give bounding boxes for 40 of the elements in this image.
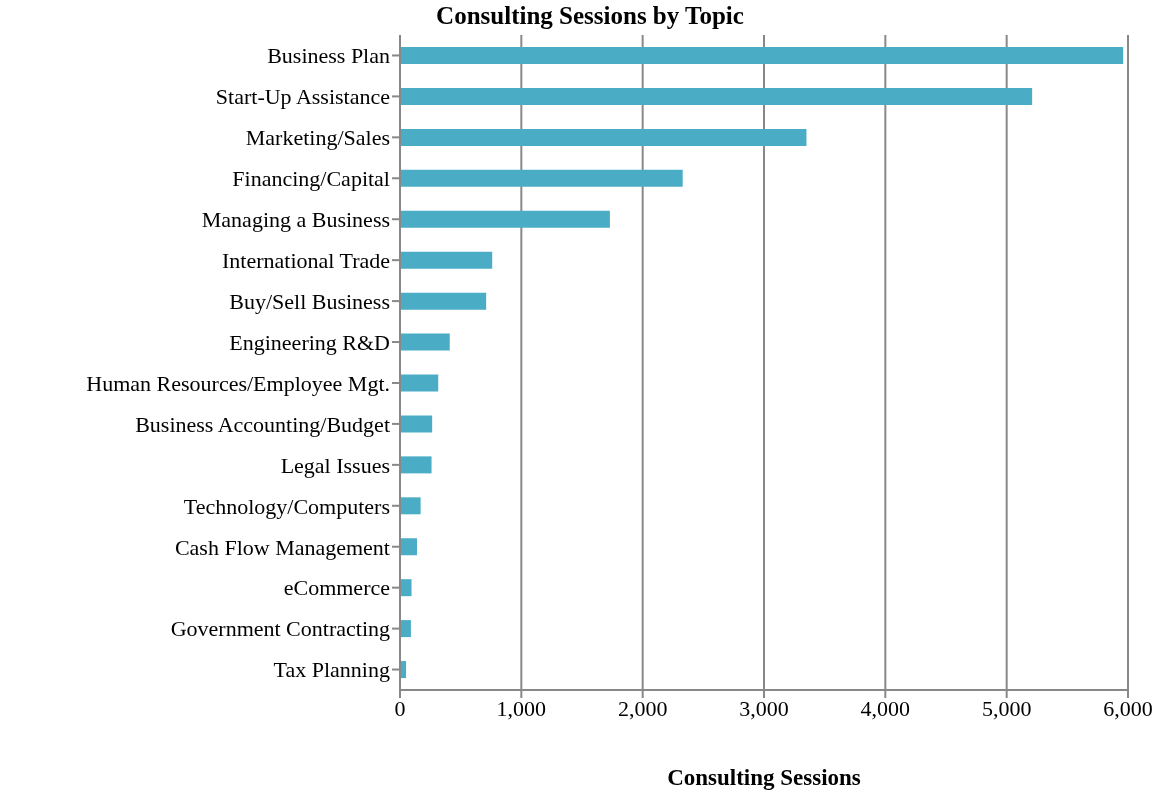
x-tick-label: 2,000	[617, 695, 668, 721]
bar	[400, 579, 412, 597]
y-tick-label: Human Resources/Employee Mgt.	[86, 370, 390, 396]
bar	[400, 292, 487, 310]
y-tick-label: Start-Up Assistance	[215, 84, 390, 110]
x-tick-label: 0	[394, 695, 406, 721]
y-tick-label: Buy/Sell Business	[229, 288, 390, 314]
y-tick-label: Business Accounting/Budget	[135, 411, 390, 437]
y-tick-label: Government Contracting	[170, 616, 390, 642]
x-tick-label: 1,000	[496, 695, 547, 721]
x-tick-label: 3,000	[739, 695, 789, 721]
bar	[400, 415, 433, 433]
y-tick-label: Marketing/Sales	[245, 125, 390, 151]
x-axis-title: Consulting Sessions	[666, 765, 862, 791]
x-tick-label: 6,000	[1103, 695, 1153, 721]
y-tick-label: Engineering R&D	[229, 329, 390, 355]
bar	[400, 620, 411, 638]
y-tick-label: Legal Issues	[280, 452, 390, 478]
y-tick-label: Financing/Capital	[232, 166, 390, 192]
y-tick-label: Technology/Computers	[183, 493, 390, 519]
y-tick-label: International Trade	[221, 247, 390, 273]
y-tick-label: Cash Flow Management	[174, 534, 390, 560]
bar	[400, 210, 610, 228]
bar	[400, 374, 439, 392]
x-tick-label: 4,000	[860, 695, 911, 721]
y-tick-label: Business Plan	[267, 43, 390, 69]
chart-title: Consulting Sessions by Topic	[435, 2, 745, 30]
bar	[400, 456, 432, 474]
bar	[400, 169, 683, 187]
bar	[400, 87, 1033, 105]
bar	[400, 538, 417, 556]
x-tick-label: 5,000	[981, 695, 1032, 721]
bar	[400, 251, 493, 269]
y-tick-label: eCommerce	[283, 575, 390, 601]
bar	[400, 128, 807, 146]
y-tick-label: Tax Planning	[273, 657, 390, 683]
y-tick-label: Managing a Business	[201, 207, 390, 233]
bar	[400, 497, 421, 515]
bar	[400, 47, 1124, 64]
bar	[400, 333, 450, 351]
